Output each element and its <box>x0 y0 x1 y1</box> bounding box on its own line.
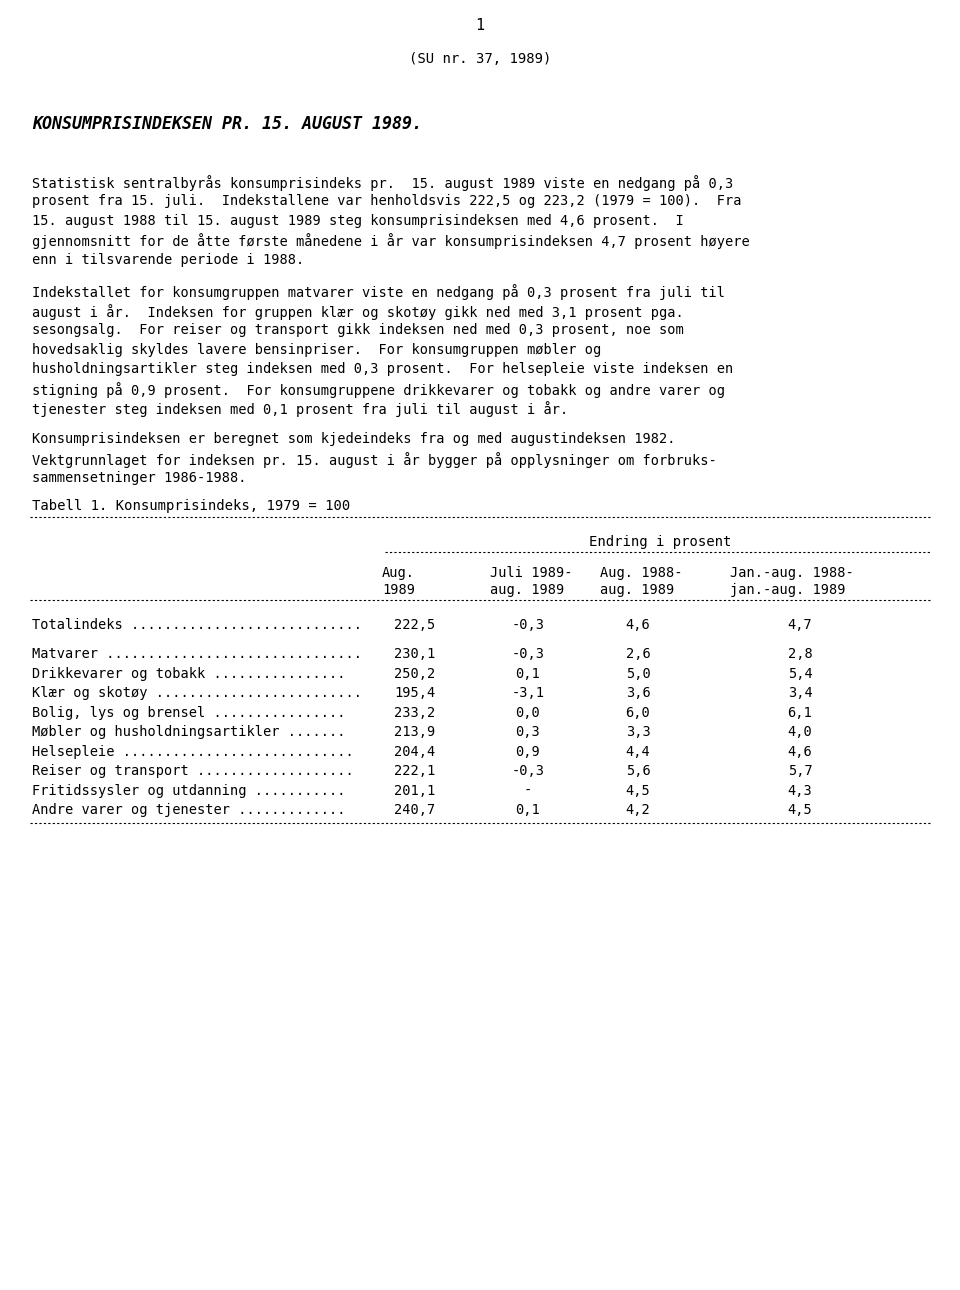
Text: 240,7: 240,7 <box>395 804 436 817</box>
Text: Vektgrunnlaget for indeksen pr. 15. august i år bygger på opplysninger om forbru: Vektgrunnlaget for indeksen pr. 15. augu… <box>32 451 717 468</box>
Text: stigning på 0,9 prosent.  For konsumgruppene drikkevarer og tobakk og andre vare: stigning på 0,9 prosent. For konsumgrupp… <box>32 382 725 397</box>
Text: 6,1: 6,1 <box>787 706 812 720</box>
Text: 250,2: 250,2 <box>395 667 436 681</box>
Text: Møbler og husholdningsartikler .......: Møbler og husholdningsartikler ....... <box>32 725 346 739</box>
Text: Aug. 1988-: Aug. 1988- <box>600 566 683 580</box>
Text: 4,0: 4,0 <box>787 725 812 739</box>
Text: 3,6: 3,6 <box>626 686 650 700</box>
Text: sesongsalg.  For reiser og transport gikk indeksen ned med 0,3 prosent, noe som: sesongsalg. For reiser og transport gikk… <box>32 324 684 337</box>
Text: aug. 1989: aug. 1989 <box>490 583 564 597</box>
Text: 222,5: 222,5 <box>395 618 436 632</box>
Text: -0,3: -0,3 <box>512 648 544 662</box>
Text: sammensetninger 1986-1988.: sammensetninger 1986-1988. <box>32 471 247 485</box>
Text: 0,0: 0,0 <box>516 706 540 720</box>
Text: hovedsaklig skyldes lavere bensinpriser.  For konsumgruppen møbler og: hovedsaklig skyldes lavere bensinpriser.… <box>32 343 601 357</box>
Text: 4,5: 4,5 <box>787 804 812 817</box>
Text: Tabell 1. Konsumprisindeks, 1979 = 100: Tabell 1. Konsumprisindeks, 1979 = 100 <box>32 499 350 513</box>
Text: 4,6: 4,6 <box>626 618 650 632</box>
Text: 4,2: 4,2 <box>626 804 650 817</box>
Text: -0,3: -0,3 <box>512 618 544 632</box>
Text: 204,4: 204,4 <box>395 744 436 759</box>
Text: 230,1: 230,1 <box>395 648 436 662</box>
Text: 4,3: 4,3 <box>787 783 812 797</box>
Text: 0,3: 0,3 <box>516 725 540 739</box>
Text: Aug.: Aug. <box>382 566 415 580</box>
Text: 0,1: 0,1 <box>516 804 540 817</box>
Text: Matvarer ...............................: Matvarer ............................... <box>32 648 362 662</box>
Text: 201,1: 201,1 <box>395 783 436 797</box>
Text: 4,7: 4,7 <box>787 618 812 632</box>
Text: 5,7: 5,7 <box>787 764 812 778</box>
Text: KONSUMPRISINDEKSEN PR. 15. AUGUST 1989.: KONSUMPRISINDEKSEN PR. 15. AUGUST 1989. <box>32 115 422 133</box>
Text: husholdningsartikler steg indeksen med 0,3 prosent.  For helsepleie viste indeks: husholdningsartikler steg indeksen med 0… <box>32 362 733 377</box>
Text: 4,5: 4,5 <box>626 783 650 797</box>
Text: Fritidssysler og utdanning ...........: Fritidssysler og utdanning ........... <box>32 783 346 797</box>
Text: enn i tilsvarende periode i 1988.: enn i tilsvarende periode i 1988. <box>32 253 304 267</box>
Text: 6,0: 6,0 <box>626 706 650 720</box>
Text: 5,6: 5,6 <box>626 764 650 778</box>
Text: -0,3: -0,3 <box>512 764 544 778</box>
Text: gjennomsnitt for de åtte første månedene i år var konsumprisindeksen 4,7 prosent: gjennomsnitt for de åtte første månedene… <box>32 233 750 249</box>
Text: 213,9: 213,9 <box>395 725 436 739</box>
Text: prosent fra 15. juli.  Indekstallene var henholdsvis 222,5 og 223,2 (1979 = 100): prosent fra 15. juli. Indekstallene var … <box>32 195 741 209</box>
Text: 4,4: 4,4 <box>626 744 650 759</box>
Text: Reiser og transport ...................: Reiser og transport ................... <box>32 764 353 778</box>
Text: 195,4: 195,4 <box>395 686 436 700</box>
Text: 3,3: 3,3 <box>626 725 650 739</box>
Text: 2,6: 2,6 <box>626 648 650 662</box>
Text: 233,2: 233,2 <box>395 706 436 720</box>
Text: -: - <box>524 783 532 797</box>
Text: 222,1: 222,1 <box>395 764 436 778</box>
Text: 0,9: 0,9 <box>516 744 540 759</box>
Text: Bolig, lys og brensel ................: Bolig, lys og brensel ................ <box>32 706 346 720</box>
Text: Statistisk sentralbyrås konsumprisindeks pr.  15. august 1989 viste en nedgang p: Statistisk sentralbyrås konsumprisindeks… <box>32 175 733 191</box>
Text: Jan.-aug. 1988-: Jan.-aug. 1988- <box>730 566 853 580</box>
Text: 5,0: 5,0 <box>626 667 650 681</box>
Text: august i år.  Indeksen for gruppen klær og skotøy gikk ned med 3,1 prosent pga.: august i år. Indeksen for gruppen klær o… <box>32 303 684 320</box>
Text: 5,4: 5,4 <box>787 667 812 681</box>
Text: 15. august 1988 til 15. august 1989 steg konsumprisindeksen med 4,6 prosent.  I: 15. august 1988 til 15. august 1989 steg… <box>32 214 684 228</box>
Text: 1: 1 <box>475 18 485 34</box>
Text: Drikkevarer og tobakk ................: Drikkevarer og tobakk ................ <box>32 667 346 681</box>
Text: 3,4: 3,4 <box>787 686 812 700</box>
Text: 0,1: 0,1 <box>516 667 540 681</box>
Text: tjenester steg indeksen med 0,1 prosent fra juli til august i år.: tjenester steg indeksen med 0,1 prosent … <box>32 401 568 417</box>
Text: (SU nr. 37, 1989): (SU nr. 37, 1989) <box>409 52 551 66</box>
Text: Endring i prosent: Endring i prosent <box>588 535 732 550</box>
Text: Helsepleie ............................: Helsepleie ............................ <box>32 744 353 759</box>
Text: 4,6: 4,6 <box>787 744 812 759</box>
Text: 2,8: 2,8 <box>787 648 812 662</box>
Text: Andre varer og tjenester .............: Andre varer og tjenester ............. <box>32 804 346 817</box>
Text: aug. 1989: aug. 1989 <box>600 583 674 597</box>
Text: jan.-aug. 1989: jan.-aug. 1989 <box>730 583 846 597</box>
Text: -3,1: -3,1 <box>512 686 544 700</box>
Text: Totalindeks ............................: Totalindeks ............................ <box>32 618 362 632</box>
Text: Klær og skotøy .........................: Klær og skotøy ......................... <box>32 686 362 700</box>
Text: Konsumprisindeksen er beregnet som kjedeindeks fra og med augustindeksen 1982.: Konsumprisindeksen er beregnet som kjede… <box>32 432 676 446</box>
Text: Indekstallet for konsumgruppen matvarer viste en nedgang på 0,3 prosent fra juli: Indekstallet for konsumgruppen matvarer … <box>32 284 725 301</box>
Text: Juli 1989-: Juli 1989- <box>490 566 572 580</box>
Text: 1989: 1989 <box>382 583 415 597</box>
